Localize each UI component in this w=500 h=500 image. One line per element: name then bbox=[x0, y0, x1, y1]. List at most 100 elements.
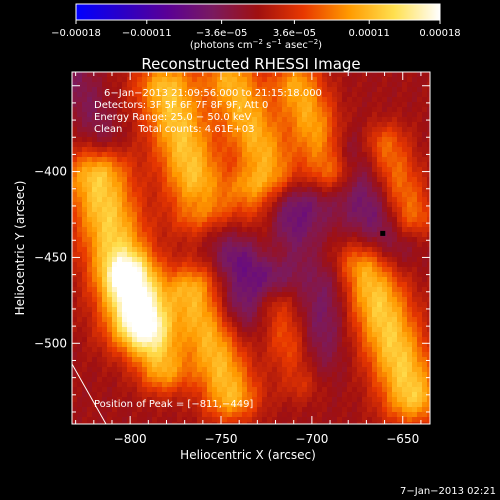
heatmap-cell bbox=[172, 77, 178, 83]
heatmap-cell bbox=[317, 387, 323, 393]
heatmap-cell bbox=[102, 212, 108, 218]
heatmap-cell bbox=[312, 92, 318, 98]
heatmap-cell bbox=[252, 367, 258, 373]
heatmap-cell bbox=[422, 312, 428, 318]
heatmap-cell bbox=[177, 132, 183, 138]
heatmap-cell bbox=[377, 367, 383, 373]
heatmap-cell bbox=[137, 177, 143, 183]
heatmap-cell bbox=[332, 282, 338, 288]
heatmap-cell bbox=[342, 192, 348, 198]
heatmap-cell bbox=[197, 307, 203, 313]
heatmap-cell bbox=[327, 317, 333, 323]
heatmap-cell bbox=[132, 227, 138, 233]
heatmap-cell bbox=[182, 407, 188, 413]
heatmap-cell bbox=[312, 237, 318, 243]
heatmap-cell bbox=[92, 297, 98, 303]
heatmap-cell bbox=[272, 177, 278, 183]
heatmap-cell bbox=[107, 292, 113, 298]
heatmap-cell bbox=[367, 322, 373, 328]
heatmap-cell bbox=[337, 172, 343, 178]
heatmap-cell bbox=[187, 82, 193, 88]
heatmap-cell bbox=[257, 192, 263, 198]
heatmap-cell bbox=[397, 247, 403, 253]
heatmap-cell bbox=[147, 147, 153, 153]
heatmap-cell bbox=[287, 207, 293, 213]
heatmap-cell bbox=[232, 367, 238, 373]
heatmap-cell bbox=[352, 412, 358, 418]
heatmap-cell bbox=[382, 122, 388, 128]
heatmap-cell bbox=[327, 352, 333, 358]
heatmap-cell bbox=[152, 122, 158, 128]
heatmap-cell bbox=[122, 232, 128, 238]
heatmap-cell bbox=[412, 247, 418, 253]
heatmap-cell bbox=[227, 137, 233, 143]
heatmap-cell bbox=[157, 182, 163, 188]
heatmap-cell bbox=[127, 187, 133, 193]
heatmap-cell bbox=[322, 387, 328, 393]
heatmap-cell bbox=[422, 232, 428, 238]
heatmap-cell bbox=[72, 342, 78, 348]
heatmap-cell bbox=[257, 332, 263, 338]
heatmap-cell bbox=[402, 397, 408, 403]
heatmap-cell bbox=[227, 292, 233, 298]
heatmap-cell bbox=[112, 267, 118, 273]
heatmap-cell bbox=[367, 392, 373, 398]
heatmap-cell bbox=[312, 222, 318, 228]
heatmap-cell bbox=[92, 237, 98, 243]
heatmap-cell bbox=[217, 162, 223, 168]
heatmap-cell bbox=[187, 407, 193, 413]
heatmap-cell bbox=[222, 327, 228, 333]
heatmap-cell bbox=[407, 202, 413, 208]
heatmap-cell bbox=[217, 312, 223, 318]
heatmap-cell bbox=[282, 87, 288, 93]
heatmap-cell bbox=[397, 172, 403, 178]
heatmap-cell bbox=[237, 397, 243, 403]
heatmap-cell bbox=[242, 247, 248, 253]
heatmap-cell bbox=[212, 182, 218, 188]
heatmap-cell bbox=[312, 267, 318, 273]
heatmap-cell bbox=[252, 302, 258, 308]
heatmap-cell bbox=[322, 282, 328, 288]
heatmap-cell bbox=[252, 402, 258, 408]
heatmap-cell bbox=[232, 182, 238, 188]
heatmap-cell bbox=[187, 282, 193, 288]
heatmap-cell bbox=[82, 262, 88, 268]
heatmap-cell bbox=[397, 137, 403, 143]
heatmap-cell bbox=[142, 257, 148, 263]
heatmap-cell bbox=[77, 357, 83, 363]
heatmap-cell bbox=[202, 102, 208, 108]
heatmap-cell bbox=[252, 197, 258, 203]
heatmap-cell bbox=[402, 342, 408, 348]
heatmap-cell bbox=[142, 122, 148, 128]
heatmap-cell bbox=[352, 382, 358, 388]
heatmap-cell bbox=[377, 132, 383, 138]
heatmap-cell bbox=[312, 172, 318, 178]
heatmap-cell bbox=[422, 257, 428, 263]
heatmap-cell bbox=[397, 402, 403, 408]
heatmap-cell bbox=[372, 127, 378, 133]
heatmap-cell bbox=[267, 302, 273, 308]
heatmap-cell bbox=[217, 277, 223, 283]
heatmap-cell bbox=[232, 187, 238, 193]
heatmap-cell bbox=[417, 82, 423, 88]
heatmap-cell bbox=[367, 382, 373, 388]
heatmap-cell bbox=[82, 202, 88, 208]
heatmap-cell bbox=[282, 262, 288, 268]
heatmap-cell bbox=[282, 157, 288, 163]
heatmap-cell bbox=[97, 357, 103, 363]
heatmap-cell bbox=[82, 187, 88, 193]
heatmap-cell bbox=[302, 312, 308, 318]
heatmap-cell bbox=[362, 412, 368, 418]
heatmap-cell bbox=[237, 392, 243, 398]
heatmap-cell bbox=[127, 137, 133, 143]
heatmap-cell bbox=[237, 72, 243, 78]
heatmap-cell bbox=[117, 177, 123, 183]
heatmap-cell bbox=[162, 212, 168, 218]
heatmap-cell bbox=[237, 372, 243, 378]
heatmap-cell bbox=[297, 377, 303, 383]
heatmap-cell bbox=[152, 322, 158, 328]
heatmap-cell bbox=[117, 392, 123, 398]
heatmap-cell bbox=[137, 212, 143, 218]
heatmap-cell bbox=[102, 172, 108, 178]
heatmap-cell bbox=[172, 122, 178, 128]
